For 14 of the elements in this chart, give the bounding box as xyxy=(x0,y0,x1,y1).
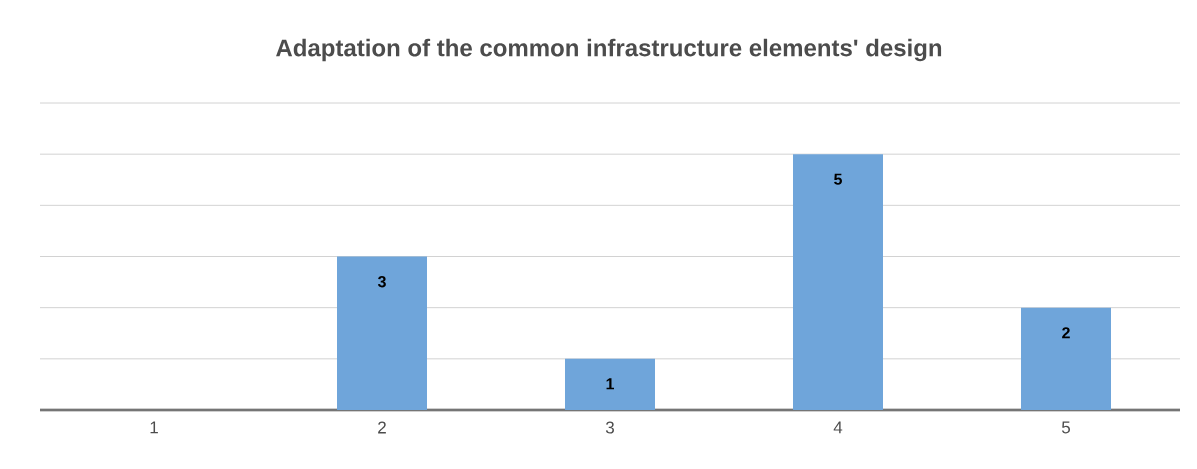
data-label: 3 xyxy=(377,276,386,288)
bar xyxy=(565,358,655,410)
x-tick-label: 3 xyxy=(605,421,614,434)
bar xyxy=(793,154,883,410)
data-label: 2 xyxy=(1062,327,1070,339)
bar xyxy=(1021,307,1111,410)
bar xyxy=(337,256,427,410)
x-tick-label: 1 xyxy=(150,421,158,434)
x-tick-label: 2 xyxy=(378,421,386,434)
x-tick-label: 5 xyxy=(1061,421,1070,434)
x-tick-label: 4 xyxy=(833,421,843,434)
chart-title: Adaptation of the common infrastructure elements' design xyxy=(276,38,942,62)
data-label: 5 xyxy=(834,173,842,185)
data-label: 1 xyxy=(606,378,614,390)
